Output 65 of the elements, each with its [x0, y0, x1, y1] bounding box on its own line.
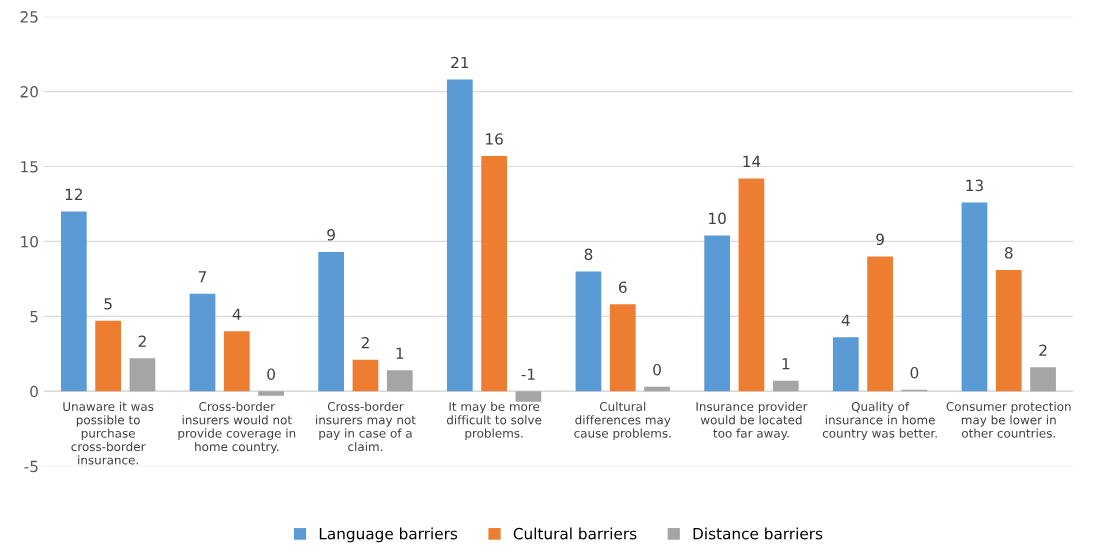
bar — [223, 331, 250, 392]
data-label: 2 — [361, 336, 369, 349]
data-label: 4 — [232, 308, 241, 320]
x-tick-label: Insurance provider would be located too far away. — [696, 401, 808, 441]
bar — [481, 156, 507, 392]
y-tick-label: 0 — [30, 385, 38, 398]
x-tick-label: Cross-border insurers may not pay in case of a claim. — [316, 401, 416, 452]
data-label: 13 — [966, 179, 983, 192]
bar — [60, 211, 87, 392]
y-tick-label: 15 — [21, 161, 38, 173]
data-label: 9 — [876, 233, 884, 246]
data-label: 0 — [653, 363, 661, 376]
x-tick-label: Unaware it was possible to purchase cross-border insurance. — [63, 401, 154, 465]
data-label: 2 — [1039, 344, 1047, 356]
legend-label: Distance barriers — [693, 527, 823, 540]
x-tick-label: Consumer protection may be lower in other countries. — [946, 401, 1071, 438]
y-tick-label: 10 — [21, 235, 38, 248]
data-label: 2 — [138, 335, 146, 347]
data-label: 1 — [782, 358, 790, 370]
x-tick-label: It may be more difficult to solve problems. — [446, 401, 542, 441]
data-label: 5 — [104, 298, 112, 310]
data-label: 10 — [709, 212, 726, 225]
bar — [386, 370, 413, 392]
bar — [644, 386, 670, 392]
bar — [189, 293, 216, 392]
data-label: -1 — [521, 368, 535, 380]
bar — [772, 380, 799, 392]
x-tick-label: Cross-border insurers would not provide coverage in home country. — [178, 401, 296, 454]
data-label: 16 — [486, 133, 503, 145]
y-tick-label: 20 — [20, 86, 38, 98]
bar — [95, 320, 121, 392]
bar — [832, 337, 859, 392]
data-label: 6 — [618, 281, 627, 294]
bar — [258, 391, 284, 396]
data-label: 0 — [267, 368, 275, 380]
data-label: 0 — [910, 366, 919, 379]
legend-label: Cultural barriers — [513, 527, 637, 540]
x-tick-label: Cultural differences may cause problems. — [574, 401, 671, 441]
bar — [1030, 367, 1056, 392]
bar — [446, 79, 473, 392]
data-label: 12 — [65, 188, 83, 200]
data-label: 8 — [1004, 247, 1013, 259]
bar — [867, 256, 893, 392]
bar — [738, 178, 765, 392]
data-label: 1 — [396, 347, 404, 359]
y-tick-label: 25 — [20, 11, 38, 23]
x-tick-label: Quality of insurance in home country was better. — [822, 401, 937, 441]
legend-label: Language barriers — [319, 527, 458, 543]
data-label: 21 — [451, 56, 469, 69]
bar — [575, 271, 602, 392]
y-tick-label: 5 — [30, 311, 38, 323]
bar — [704, 235, 730, 392]
bar — [961, 202, 988, 392]
data-label: 9 — [327, 229, 335, 241]
y-tick-label: -5 — [24, 460, 38, 473]
bar — [995, 269, 1022, 392]
data-label: 14 — [743, 155, 761, 167]
data-label: 8 — [584, 248, 593, 261]
bar — [318, 251, 345, 392]
bar — [515, 391, 542, 402]
data-label: 7 — [198, 271, 207, 283]
bar — [609, 304, 636, 392]
bar — [352, 359, 379, 392]
bar — [129, 358, 156, 392]
data-label: 4 — [841, 314, 850, 326]
